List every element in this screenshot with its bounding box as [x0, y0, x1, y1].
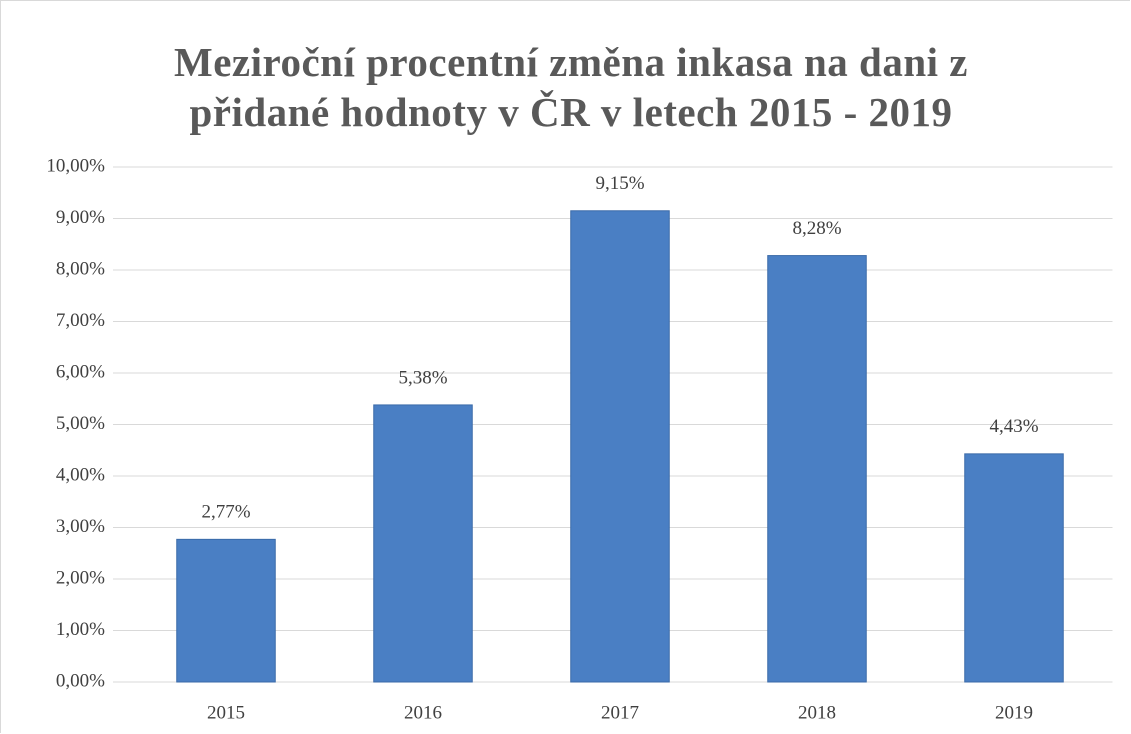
- y-tick-label: 7,00%: [56, 310, 105, 331]
- y-tick-label: 4,00%: [56, 464, 105, 485]
- x-tick-label: 2018: [798, 702, 836, 723]
- y-tick-label: 3,00%: [56, 516, 105, 537]
- data-label: 9,15%: [595, 173, 644, 194]
- y-tick-label: 2,00%: [56, 567, 105, 588]
- data-label: 2,77%: [201, 502, 250, 523]
- x-tick-label: 2016: [404, 702, 442, 723]
- x-tick-label: 2019: [995, 702, 1033, 723]
- y-tick-label: 6,00%: [56, 361, 105, 382]
- bar: [176, 538, 276, 683]
- y-tick-label: 1,00%: [56, 619, 105, 640]
- chart-title: Meziroční procentní změna inkasa na dani…: [174, 39, 968, 135]
- bar: [570, 210, 670, 683]
- y-tick-label: 10,00%: [46, 155, 105, 176]
- data-label: 4,43%: [989, 416, 1038, 437]
- data-label: 5,38%: [398, 367, 447, 388]
- bar: [767, 255, 867, 683]
- data-label: 8,28%: [792, 218, 841, 239]
- bar: [964, 453, 1064, 683]
- y-tick-label: 5,00%: [56, 413, 105, 434]
- x-tick-label: 2017: [601, 702, 639, 723]
- y-tick-label: 0,00%: [56, 670, 105, 691]
- y-tick-label: 9,00%: [56, 207, 105, 228]
- y-tick-label: 8,00%: [56, 258, 105, 279]
- x-tick-label: 2015: [207, 702, 245, 723]
- bar: [373, 404, 473, 683]
